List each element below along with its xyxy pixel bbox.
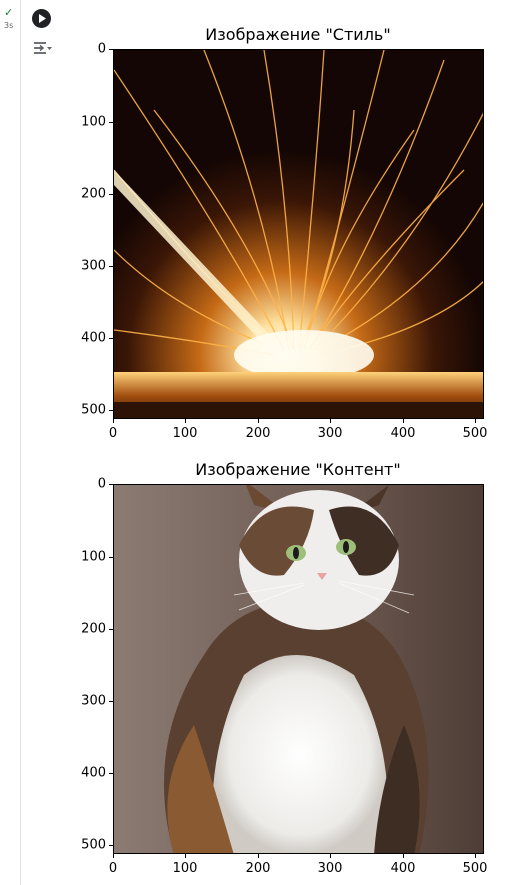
x-tick-label: 400 — [390, 426, 416, 441]
x-tick-label: 400 — [390, 861, 416, 876]
y-tick-label: 200 — [81, 186, 106, 202]
y-tick-label: 0 — [97, 41, 106, 57]
y-tick-mark — [109, 701, 113, 702]
x-tick-label: 100 — [172, 426, 198, 441]
x-tick-label: 500 — [462, 426, 488, 441]
y-tick-mark — [109, 629, 113, 630]
y-tick-label: 300 — [81, 693, 106, 709]
cell-runtime: 3s — [4, 21, 14, 30]
style-image — [113, 49, 484, 419]
x-tick-mark — [475, 419, 476, 423]
y-tick-label: 100 — [81, 114, 106, 130]
y-tick-label: 100 — [81, 549, 106, 565]
y-tick-mark — [109, 338, 113, 339]
y-tick-mark — [109, 845, 113, 846]
x-tick-mark — [185, 419, 186, 423]
output-options-icon — [34, 42, 52, 54]
x-tick-mark — [113, 419, 114, 423]
content-image — [113, 484, 484, 854]
x-tick-label: 0 — [108, 426, 118, 441]
y-tick-label: 0 — [97, 476, 106, 492]
x-tick-label: 0 — [108, 861, 118, 876]
x-tick-label: 200 — [245, 426, 271, 441]
x-tick-mark — [475, 854, 476, 858]
y-tick-label: 400 — [81, 330, 106, 346]
x-tick-mark — [185, 854, 186, 858]
x-tick-label: 200 — [245, 861, 271, 876]
x-tick-label: 300 — [317, 861, 343, 876]
x-tick-mark — [330, 419, 331, 423]
y-tick-mark — [109, 194, 113, 195]
y-tick-mark — [109, 266, 113, 267]
output-options-button[interactable] — [31, 39, 53, 57]
y-tick-mark — [109, 49, 113, 50]
y-tick-mark — [109, 410, 113, 411]
play-icon — [39, 14, 46, 23]
y-tick-mark — [109, 122, 113, 123]
x-tick-mark — [403, 854, 404, 858]
y-tick-label: 300 — [81, 258, 106, 274]
content-plot-title: Изображение "Контент" — [195, 460, 401, 479]
x-tick-mark — [113, 854, 114, 858]
x-tick-mark — [403, 419, 404, 423]
y-tick-mark — [109, 484, 113, 485]
x-tick-label: 100 — [172, 861, 198, 876]
x-tick-mark — [258, 419, 259, 423]
y-tick-mark — [109, 773, 113, 774]
x-tick-mark — [330, 854, 331, 858]
run-cell-button[interactable] — [32, 9, 51, 28]
y-tick-label: 500 — [81, 402, 106, 418]
style-plot-title: Изображение "Стиль" — [205, 25, 391, 44]
x-tick-label: 500 — [462, 861, 488, 876]
x-tick-mark — [258, 854, 259, 858]
y-tick-label: 200 — [81, 621, 106, 637]
y-tick-label: 500 — [81, 837, 106, 853]
check-icon: ✓ — [4, 6, 14, 19]
cell-gutter: ✓ 3s — [0, 0, 21, 885]
y-tick-mark — [109, 557, 113, 558]
x-tick-label: 300 — [317, 426, 343, 441]
y-tick-label: 400 — [81, 765, 106, 781]
